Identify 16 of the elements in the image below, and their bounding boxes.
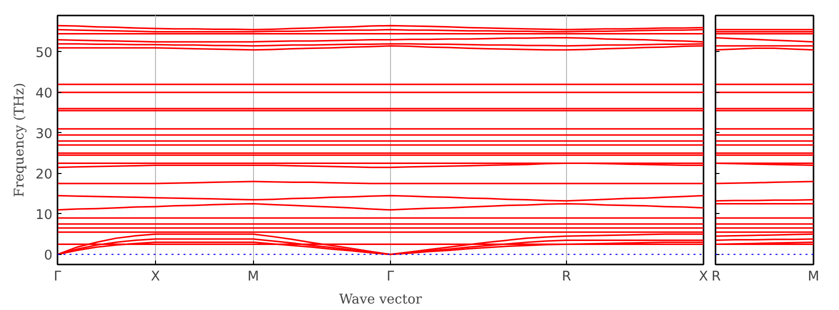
y-tick-label: 0 xyxy=(44,248,53,264)
y-axis-title: Frequency (THz) xyxy=(12,82,28,198)
y-tick-label: 40 xyxy=(36,86,53,102)
x-tick-label: R xyxy=(562,270,572,284)
x-tick-label: M xyxy=(248,270,260,284)
x-tick-label: X xyxy=(150,270,160,284)
x-tick-label: Γ xyxy=(54,270,62,284)
y-tick-label: 50 xyxy=(36,46,53,61)
y-tick-label: 30 xyxy=(36,126,53,142)
y-tick-label: 20 xyxy=(36,167,53,182)
x-tick-label: R xyxy=(712,270,721,284)
x-tick-label: X xyxy=(698,270,708,284)
y-tick-label: 10 xyxy=(36,208,53,223)
x-tick-label: M xyxy=(808,270,820,284)
x-tick-label: Γ xyxy=(386,270,395,284)
x-axis-title: Wave vector xyxy=(339,292,423,308)
